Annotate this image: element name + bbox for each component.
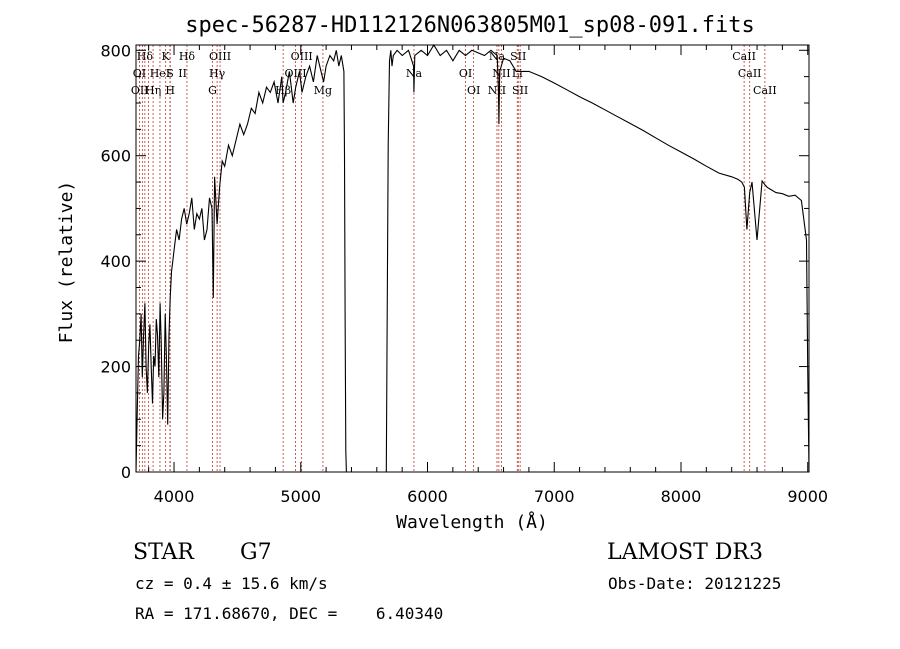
x-tick-label: 5000 <box>280 487 321 506</box>
chart-title: spec-56287-HD112126N063805M01_sp08-091.f… <box>185 13 755 38</box>
line-label: II <box>178 67 187 80</box>
y-tick-label: 200 <box>100 358 131 377</box>
line-label: Li <box>512 67 523 80</box>
y-tick-label: 800 <box>100 41 131 60</box>
line-label: NII <box>488 84 506 97</box>
survey-name: LAMOST DR3 <box>607 540 763 565</box>
line-label: CaII <box>732 50 756 63</box>
line-label: OI <box>133 67 146 80</box>
line-label: G <box>208 84 217 97</box>
x-tick-label: 6000 <box>407 487 448 506</box>
x-tick-label: 9000 <box>787 487 828 506</box>
line-label: NII <box>492 67 510 80</box>
x-tick-label: 7000 <box>534 487 575 506</box>
line-label: Hδ <box>179 50 196 63</box>
line-label: OIII <box>209 50 231 63</box>
line-label: K <box>162 50 171 63</box>
reference-lines <box>139 45 766 472</box>
line-label: SII <box>512 84 528 97</box>
line-label: CaII <box>738 67 762 80</box>
line-label: OI <box>467 84 480 97</box>
coordinates: RA = 171.68670, DEC = 6.40340 <box>135 604 444 623</box>
line-label: OII <box>131 84 149 97</box>
line-label: Hη <box>145 84 161 97</box>
line-label: Hγ <box>209 67 226 80</box>
line-label: HeI <box>150 67 170 80</box>
line-label: OI <box>459 67 472 80</box>
line-label: H <box>165 84 175 97</box>
object-class: STAR <box>133 540 194 565</box>
y-tick-label: 400 <box>100 252 131 271</box>
line-label: SII <box>510 50 526 63</box>
line-label: OIII <box>291 50 313 63</box>
redshift-text: cz = 0.4 ± 15.6 km/s <box>135 574 328 593</box>
line-label: Hδ <box>137 50 154 63</box>
x-tick-label: 4000 <box>154 487 195 506</box>
subclass: G7 <box>240 540 272 565</box>
plot-frame <box>135 44 810 473</box>
x-axis-ticks: 4000 5000 6000 7000 8000 9000 <box>148 45 828 506</box>
line-label: S <box>166 67 174 80</box>
y-axis-ticks: 0 200 400 600 800 <box>100 41 809 482</box>
x-axis-label: Wavelength (Å) <box>396 511 548 533</box>
y-axis-label: Flux (relative) <box>56 181 77 344</box>
line-label: CaII <box>753 84 777 97</box>
line-label: Mg <box>314 84 332 97</box>
y-tick-label: 0 <box>121 463 131 482</box>
spectrum-line <box>135 43 810 473</box>
x-tick-label: 8000 <box>661 487 702 506</box>
y-tick-label: 600 <box>100 147 131 166</box>
obs-date: Obs-Date: 20121225 <box>608 574 782 593</box>
